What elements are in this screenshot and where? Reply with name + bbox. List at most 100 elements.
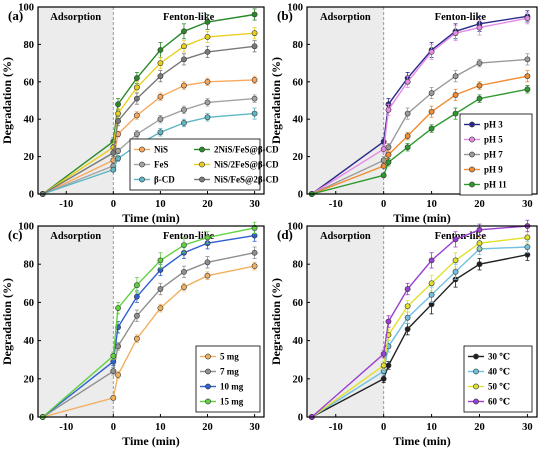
x-tick-label: 10 [155,422,166,433]
x-tick-label: 0 [111,422,116,433]
legend: 5 mg 7 mg 10 mg 15 mg [195,345,261,413]
data-point [157,47,164,53]
data-point [115,118,121,124]
legend-label: pH 9 [484,165,503,175]
x-tick-label: 30 [522,422,533,433]
legend-item: pH 9 [464,165,503,175]
data-point [385,159,392,166]
data-point [157,60,164,66]
data-point [476,261,483,268]
y-axis-label: Degradation (%) [269,278,283,365]
data-point [133,293,140,300]
series-line [42,13,255,195]
legend-swatch-marker [469,136,475,143]
series-3 [39,221,258,420]
data-point [181,43,187,50]
series-line [311,236,528,418]
data-point [115,101,121,108]
data-point [251,43,258,50]
data-point [181,82,187,89]
y-tick-label: 40 [293,336,304,347]
legend-label: pH 3 [484,120,503,130]
y-tick-label: 80 [24,260,35,271]
data-point [524,244,531,250]
legend-item: 5 mg [200,352,239,362]
x-tick-label: 30 [249,422,260,433]
data-point [404,144,411,151]
x-tick-label: -10 [329,199,343,210]
y-tick-label: 100 [287,222,303,233]
data-point [110,149,117,156]
data-point [404,286,411,292]
data-point [133,282,140,289]
legend-swatch-marker [139,176,145,183]
data-point [380,362,387,369]
data-point [157,129,164,136]
legend-label: 30 ℃ [488,352,510,362]
data-point [251,263,258,270]
data-point [157,257,164,264]
legend-swatch-marker [205,368,211,375]
y-tick-label: 20 [293,152,304,163]
legend-swatch-marker [205,353,211,360]
series-line [42,227,255,418]
legend-item: NiS/2FeS@β-CD [194,160,279,170]
series-1 [308,12,531,197]
data-point [157,116,164,123]
data-point [380,172,387,179]
data-point [385,106,392,113]
phase-label-adsorption: Adsorption [50,231,101,242]
data-point [181,268,187,275]
series-line [311,17,528,195]
panel-c: Adsorption Fenton-like (c) 0 20 40 60 80 100 -10 0… [0,221,265,448]
plot-frame [306,225,538,418]
data-point [110,166,117,173]
legend-label: NiS [154,145,168,155]
x-tick-label: 30 [522,199,533,210]
legend-label: 40 ℃ [488,367,510,377]
legend-swatch-marker [205,383,211,390]
legend-item: β-CD [134,175,175,185]
data-point [385,144,392,151]
y-axis-label: Degradation (%) [0,57,14,144]
phase-label-fenton: Fenton-like [435,12,487,23]
series-line [42,32,255,195]
y-tick-label: 20 [24,374,35,385]
legend-item: 2NiS/FeS@β-CD [194,145,279,155]
data-point [428,90,435,96]
data-point [404,78,411,85]
data-point [251,249,258,256]
data-point [452,236,459,243]
data-point [204,19,211,25]
data-point [133,131,140,138]
legend-swatch-marker [469,181,475,188]
data-point [476,226,483,233]
legend-item: pH 3 [464,120,503,130]
x-tick-label: 0 [381,422,386,433]
data-point [404,303,411,310]
legend-swatch-marker [473,383,479,390]
data-point [157,73,164,80]
y-tick-label: 40 [293,115,304,126]
data-point [115,155,121,162]
legend-swatch-marker [199,176,205,183]
data-point [452,73,459,80]
data-point [133,84,140,91]
legend-swatch-marker [139,161,145,168]
legend-item: FeS [134,160,169,170]
y-tick-label: 100 [287,3,303,14]
data-point [204,99,211,106]
data-point [476,60,483,66]
series-line [42,265,255,418]
legend-label: 15 mg [220,397,244,407]
y-axis-label: Degradation (%) [269,57,283,144]
x-axis-label: Time (min) [122,434,179,448]
data-point [115,305,121,312]
data-point [380,375,387,382]
data-point [115,372,121,378]
adsorption-shade [307,7,384,194]
legend-swatch-marker [205,398,211,405]
y-tick-label: 100 [18,3,34,14]
data-point [133,312,140,319]
data-point [404,314,411,321]
